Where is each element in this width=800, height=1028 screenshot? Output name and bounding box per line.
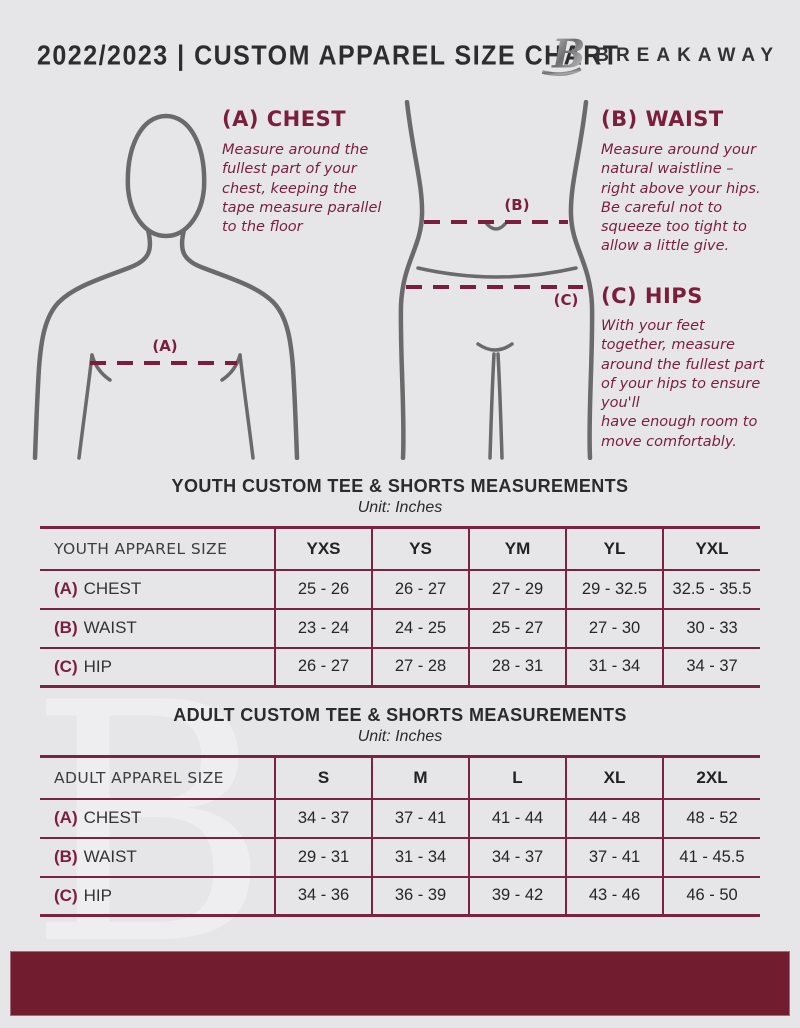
measurement-cell: 31 - 34: [565, 647, 663, 688]
measurement-cell: 32.5 - 35.5: [662, 569, 760, 610]
waist-marker-label: (B): [504, 196, 530, 214]
page-title: 2022/2023 | CUSTOM APPAREL SIZE CHART: [37, 40, 620, 72]
table-row: (C) HIP 34 - 36 36 - 39 39 - 42 43 - 46 4…: [40, 876, 760, 917]
chest-instruction-heading: (A) CHEST: [222, 107, 347, 131]
measurement-cell: 27 - 29: [468, 569, 566, 610]
waist-instruction-heading: (B) WAIST: [601, 107, 724, 131]
table-row: (B) WAIST 23 - 24 24 - 25 25 - 27 27 - 30…: [40, 608, 760, 649]
adult-section-subtitle: Unit: Inches: [357, 728, 443, 745]
row-key: (C): [54, 885, 78, 905]
brand-logo: B BREAKAWAY: [540, 24, 780, 88]
brand-monogram-icon: B: [541, 31, 585, 77]
waist-instruction-text: Measure around your natural waistline – …: [601, 142, 761, 255]
measurement-cell: 27 - 28: [371, 647, 469, 688]
measurement-cell: 28 - 31: [468, 647, 566, 688]
size-column-header: YL: [565, 526, 663, 571]
hips-instruction-text: With your feet together, measure around …: [601, 318, 765, 450]
size-column-header: YS: [371, 526, 469, 571]
measurement-cell: 31 - 34: [371, 837, 469, 878]
size-column-header: S: [274, 755, 372, 800]
hips-instruction-heading: (C) HIPS: [601, 284, 703, 308]
footer-bar: [10, 951, 790, 1016]
hip-marker-label: (C): [553, 291, 579, 309]
adult-table-header-row: ADULT APPAREL SIZE S M L XL 2XL: [40, 755, 760, 800]
upper-body-figure: [32, 113, 300, 460]
lower-body-figure: [398, 100, 595, 460]
measurement-cell: 34 - 36: [274, 876, 372, 917]
table-row: (B) WAIST 29 - 31 31 - 34 34 - 37 37 - 41…: [40, 837, 760, 878]
size-column-header: XL: [565, 755, 663, 800]
chest-instruction-text: Measure around the fullest part of your …: [222, 142, 382, 236]
row-name: HIP: [83, 885, 112, 905]
row-key: (B): [54, 847, 78, 866]
measurement-cell: 27 - 30: [565, 608, 663, 649]
measurement-cell: 34 - 37: [274, 798, 372, 839]
measurement-cell: 37 - 41: [371, 798, 469, 839]
row-name: CHEST: [83, 808, 142, 827]
row-name: HIP: [83, 656, 112, 676]
measurement-cell: 44 - 48: [565, 798, 663, 839]
measurement-cell: 43 - 46: [565, 876, 663, 917]
measurement-cell: 26 - 27: [371, 569, 469, 610]
size-column-header: L: [468, 755, 566, 800]
row-name: WAIST: [83, 618, 137, 637]
measurement-cell: 41 - 44: [468, 798, 566, 839]
measurement-cell: 25 - 27: [468, 608, 566, 649]
youth-size-table: YOUTH APPAREL SIZE YXS YS YM YL YXL (A) C…: [40, 526, 760, 688]
measurement-cell: 34 - 37: [468, 837, 566, 878]
table-row: (A) CHEST 25 - 26 26 - 27 27 - 29 29 - 32…: [40, 569, 760, 610]
measurement-cell: 36 - 39: [371, 876, 469, 917]
measurement-cell: 48 - 52: [662, 798, 760, 839]
row-key: (B): [54, 618, 78, 637]
measurement-cell: 39 - 42: [468, 876, 566, 917]
measurement-cell: 34 - 37: [662, 647, 760, 688]
size-column-header: YXL: [662, 526, 760, 571]
youth-corner-label: YOUTH APPAREL SIZE: [40, 526, 275, 571]
brand-name: BREAKAWAY: [595, 45, 780, 66]
measurement-cell: 41 - 45.5: [662, 837, 760, 878]
chest-marker-label: (A): [152, 337, 178, 355]
row-key: (C): [54, 656, 78, 676]
size-column-header: M: [371, 755, 469, 800]
youth-table-header-row: YOUTH APPAREL SIZE YXS YS YM YL YXL: [40, 526, 760, 571]
row-key: (A): [54, 808, 78, 827]
measurement-cell: 37 - 41: [565, 837, 663, 878]
measurement-cell: 30 - 33: [662, 608, 760, 649]
size-column-header: YXS: [274, 526, 372, 571]
measurement-cell: 29 - 31: [274, 837, 372, 878]
measurement-cell: 29 - 32.5: [565, 569, 663, 610]
row-key: (A): [54, 579, 78, 598]
table-row: (A) CHEST 34 - 37 37 - 41 41 - 44 44 - 48…: [40, 798, 760, 839]
measurement-cell: 26 - 27: [274, 647, 372, 688]
measurement-cell: 23 - 24: [274, 608, 372, 649]
size-column-header: YM: [468, 526, 566, 571]
adult-section-title: ADULT CUSTOM TEE & SHORTS MEASUREMENTS: [173, 705, 627, 725]
adult-corner-label: ADULT APPAREL SIZE: [40, 755, 275, 800]
row-name: CHEST: [83, 579, 142, 598]
youth-section-title: YOUTH CUSTOM TEE & SHORTS MEASUREMENTS: [171, 476, 629, 496]
measurement-cell: 24 - 25: [371, 608, 469, 649]
size-column-header: 2XL: [662, 755, 760, 800]
measurement-cell: 25 - 26: [274, 569, 372, 610]
row-name: WAIST: [83, 847, 137, 866]
table-row: (C) HIP 26 - 27 27 - 28 28 - 31 31 - 34 3…: [40, 647, 760, 688]
measurement-cell: 46 - 50: [662, 876, 760, 917]
youth-section-subtitle: Unit: Inches: [357, 499, 443, 516]
adult-size-table: ADULT APPAREL SIZE S M L XL 2XL (A) CHEST…: [40, 755, 760, 917]
